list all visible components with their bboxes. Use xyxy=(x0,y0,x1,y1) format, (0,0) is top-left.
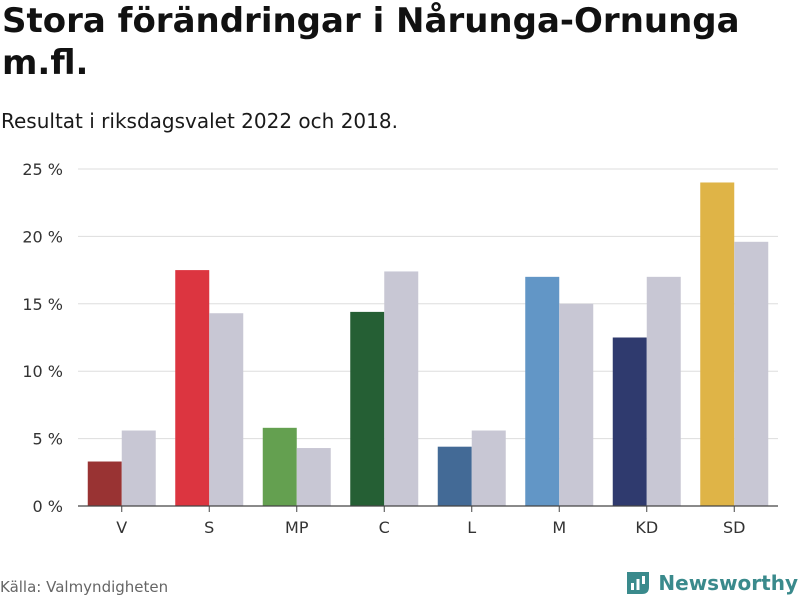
brand-name: Newsworthy xyxy=(658,571,798,595)
bar-l-series-2 xyxy=(471,430,506,506)
bar-mp-series-2 xyxy=(296,448,331,506)
newsworthy-logo-icon xyxy=(627,572,650,594)
bar-s-series-2 xyxy=(209,313,244,506)
x-tick-label: SD xyxy=(723,518,745,537)
x-tick-label: M xyxy=(552,518,566,537)
brand: Newsworthy xyxy=(624,567,798,599)
y-tick-label: 25 % xyxy=(22,160,63,179)
bar-v-series-2 xyxy=(121,430,156,506)
y-tick-label: 0 % xyxy=(33,497,63,516)
source-note: Källa: Valmyndigheten xyxy=(0,578,169,596)
x-tick-label: V xyxy=(116,518,127,537)
x-tick-label: S xyxy=(204,518,214,537)
y-tick-label: 5 % xyxy=(33,430,63,449)
bar-l-series-1 xyxy=(437,446,472,506)
y-tick-label: 15 % xyxy=(22,295,63,314)
bar-sd-series-1 xyxy=(700,182,735,507)
bar-m-series-2 xyxy=(559,303,594,506)
bar-s-series-1 xyxy=(175,270,210,506)
x-tick-label: MP xyxy=(285,518,309,537)
y-tick-label: 20 % xyxy=(22,227,63,246)
bar-c-series-1 xyxy=(350,311,385,506)
bar-mp-series-1 xyxy=(262,427,297,506)
bar-kd-series-2 xyxy=(646,276,681,506)
chart-subtitle: Resultat i riksdagsvalet 2022 och 2018. xyxy=(1,109,398,133)
bar-sd-series-2 xyxy=(734,241,769,506)
bar-kd-series-1 xyxy=(612,337,647,506)
bar-v-series-1 xyxy=(87,461,122,506)
y-tick-label: 10 % xyxy=(22,362,63,381)
bar-m-series-1 xyxy=(525,276,560,506)
bar-chart: 0 % 5 % 10 % 15 % 20 % 25 % V S MP C L M KD SD xyxy=(22,160,778,537)
x-tick-label: C xyxy=(379,518,390,537)
x-tick-label: L xyxy=(467,518,476,537)
x-tick-label: KD xyxy=(635,518,658,537)
bar-c-series-2 xyxy=(384,271,419,506)
chart-title: Stora förändringar i Nårunga-Ornunga m.f… xyxy=(2,1,740,83)
